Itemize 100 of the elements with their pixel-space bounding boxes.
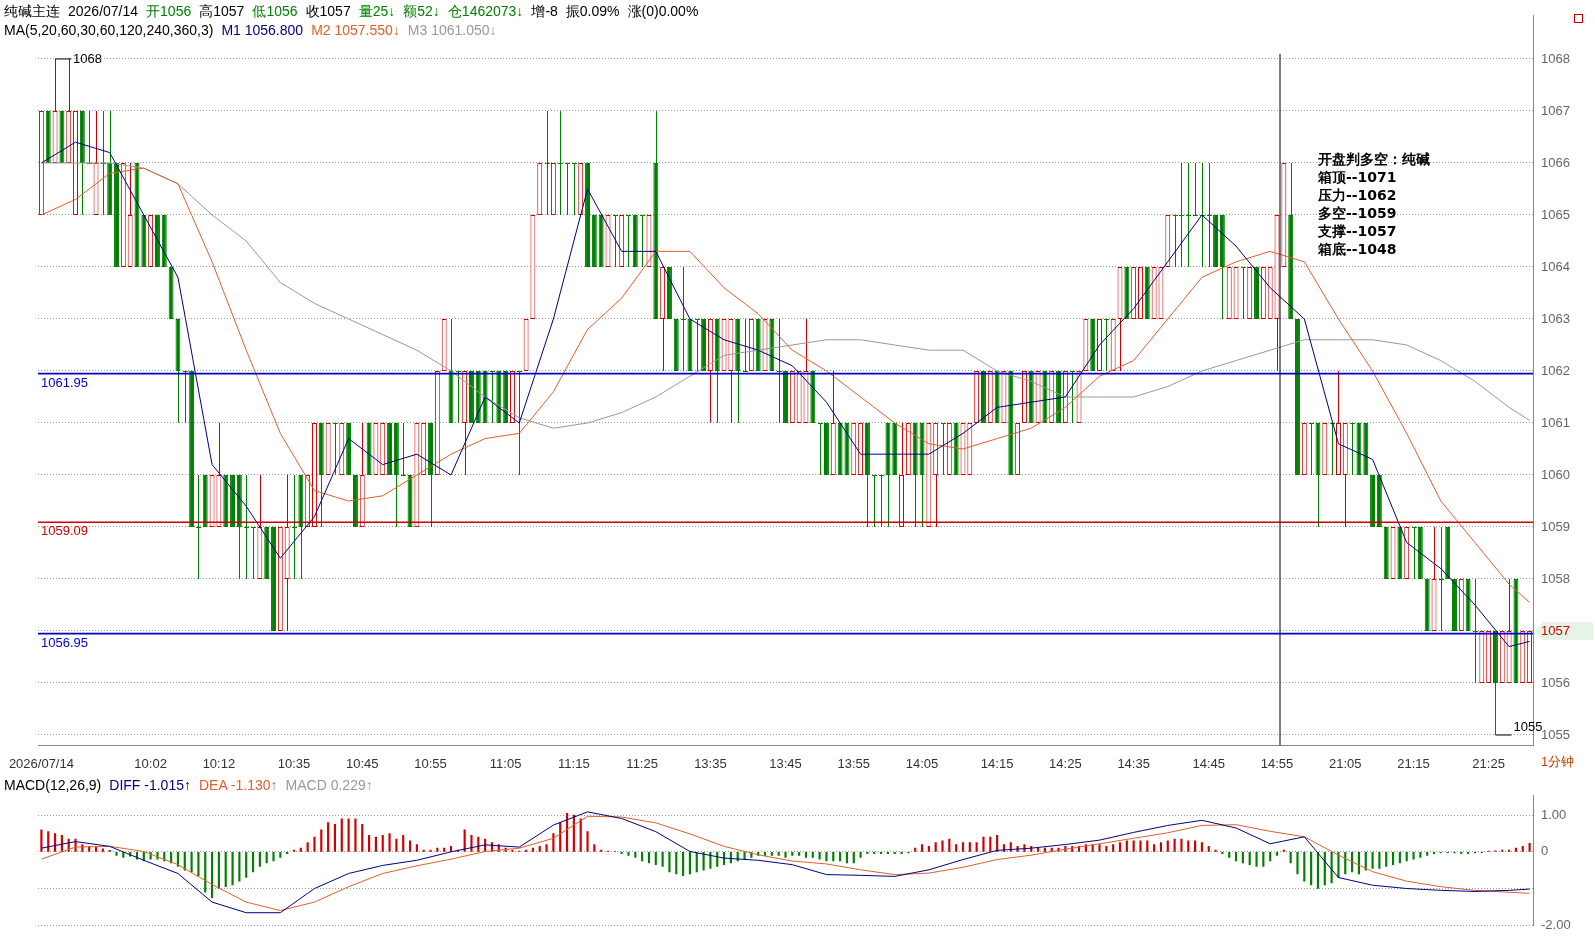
candlestick: [564, 162, 571, 216]
bar: [53, 833, 57, 852]
x-tick-label: 10:35: [277, 755, 311, 771]
x-tick-label: 10:12: [202, 755, 236, 771]
bar: [682, 852, 685, 877]
bar: [914, 847, 917, 852]
candlestick: [1438, 526, 1445, 632]
candlestick: [516, 370, 523, 476]
bar: [333, 824, 337, 852]
bar: [1364, 852, 1367, 871]
x-tick-label: 2026/07/14: [8, 755, 74, 771]
bar: [402, 835, 405, 852]
bar: [1310, 852, 1313, 886]
bar: [920, 844, 924, 852]
bar: [327, 822, 330, 852]
bar: [1098, 844, 1101, 852]
bar: [415, 844, 418, 852]
annotation: M2 1057.550↓: [311, 22, 400, 38]
bar: [839, 852, 842, 862]
y-tick-label: 1063: [1541, 310, 1570, 326]
bar: [1125, 840, 1128, 852]
bar: [975, 842, 978, 852]
bar: [1521, 846, 1524, 852]
bar: [1371, 852, 1374, 869]
bar: [852, 852, 855, 864]
annotation: 仓1462073↓: [447, 3, 524, 19]
bar: [1132, 840, 1135, 852]
bar: [1398, 852, 1401, 864]
text: DEA -1.130↑: [198, 777, 278, 793]
bar: [647, 852, 651, 864]
candlestick: [1069, 370, 1076, 424]
bar: [531, 847, 534, 852]
x-tick-label: 10:45: [345, 755, 379, 771]
bar: [784, 852, 787, 858]
bar: [374, 836, 377, 852]
annotation: 1055: [1513, 718, 1543, 734]
annotation: 低1056: [252, 3, 298, 19]
candlestick: [250, 526, 257, 580]
bar: [811, 852, 814, 858]
bar: [1200, 842, 1203, 852]
bar: [1043, 847, 1046, 852]
bar: [306, 842, 309, 852]
bar: [845, 852, 849, 864]
candlestick: [1192, 162, 1199, 216]
bar: [1405, 852, 1408, 862]
bar: [340, 818, 343, 852]
x-tick-label: 11:25: [626, 755, 658, 771]
annotation: M1 1056.800: [221, 22, 304, 38]
y-tick-label: 1.00: [1541, 806, 1567, 822]
bar: [224, 852, 227, 888]
y-tick-label: 1061: [1541, 414, 1570, 430]
candlestick: [612, 214, 619, 268]
bar: [470, 835, 473, 852]
bar: [955, 844, 958, 852]
bar: [1159, 842, 1163, 852]
x-tick-label: 14:15: [980, 755, 1014, 771]
bar: [675, 852, 678, 875]
bar: [1303, 852, 1306, 882]
annotation: 开盘判多空：纯碱: [1318, 150, 1430, 168]
ref-line-label: 1059.09: [41, 523, 88, 539]
bar: [1426, 852, 1429, 856]
bar: [941, 840, 944, 852]
annotation: 开1056: [146, 3, 192, 19]
bar: [1262, 852, 1265, 867]
candlestick: [455, 370, 462, 424]
bar: [361, 824, 364, 852]
candlestick: [1185, 162, 1192, 268]
text: MACD 0.229↑: [285, 777, 373, 793]
bar: [1118, 842, 1122, 852]
bar: [1248, 852, 1251, 866]
bar: [654, 852, 657, 866]
annotation: 高1057: [199, 3, 245, 19]
bar: [347, 818, 350, 852]
annotation: 振0.09%: [565, 3, 620, 19]
x-tick-label: 11:15: [558, 755, 590, 771]
candlestick: [1240, 266, 1247, 320]
ref-line-label: 1061.95: [41, 374, 88, 390]
bar: [1009, 842, 1012, 852]
annotation: 涨(0)0.00%: [627, 3, 699, 19]
candlestick: [1349, 422, 1356, 476]
candlestick: [489, 370, 496, 424]
bar: [190, 852, 193, 873]
bar: [859, 852, 862, 858]
bar: [1528, 843, 1531, 852]
bar: [1153, 844, 1156, 852]
candlestick: [195, 474, 202, 580]
bar: [1275, 852, 1279, 856]
bar: [1255, 852, 1258, 867]
bar: [443, 847, 446, 852]
bar: [197, 852, 200, 877]
y-tick-label: 1057: [1541, 622, 1570, 638]
bar: [545, 844, 548, 852]
bar: [1412, 852, 1415, 860]
candlestick: [291, 474, 298, 580]
bar: [1146, 840, 1149, 852]
bar: [1501, 849, 1504, 852]
bar: [961, 842, 965, 852]
bar: [777, 852, 780, 856]
bar: [982, 836, 985, 852]
bar: [688, 852, 692, 875]
